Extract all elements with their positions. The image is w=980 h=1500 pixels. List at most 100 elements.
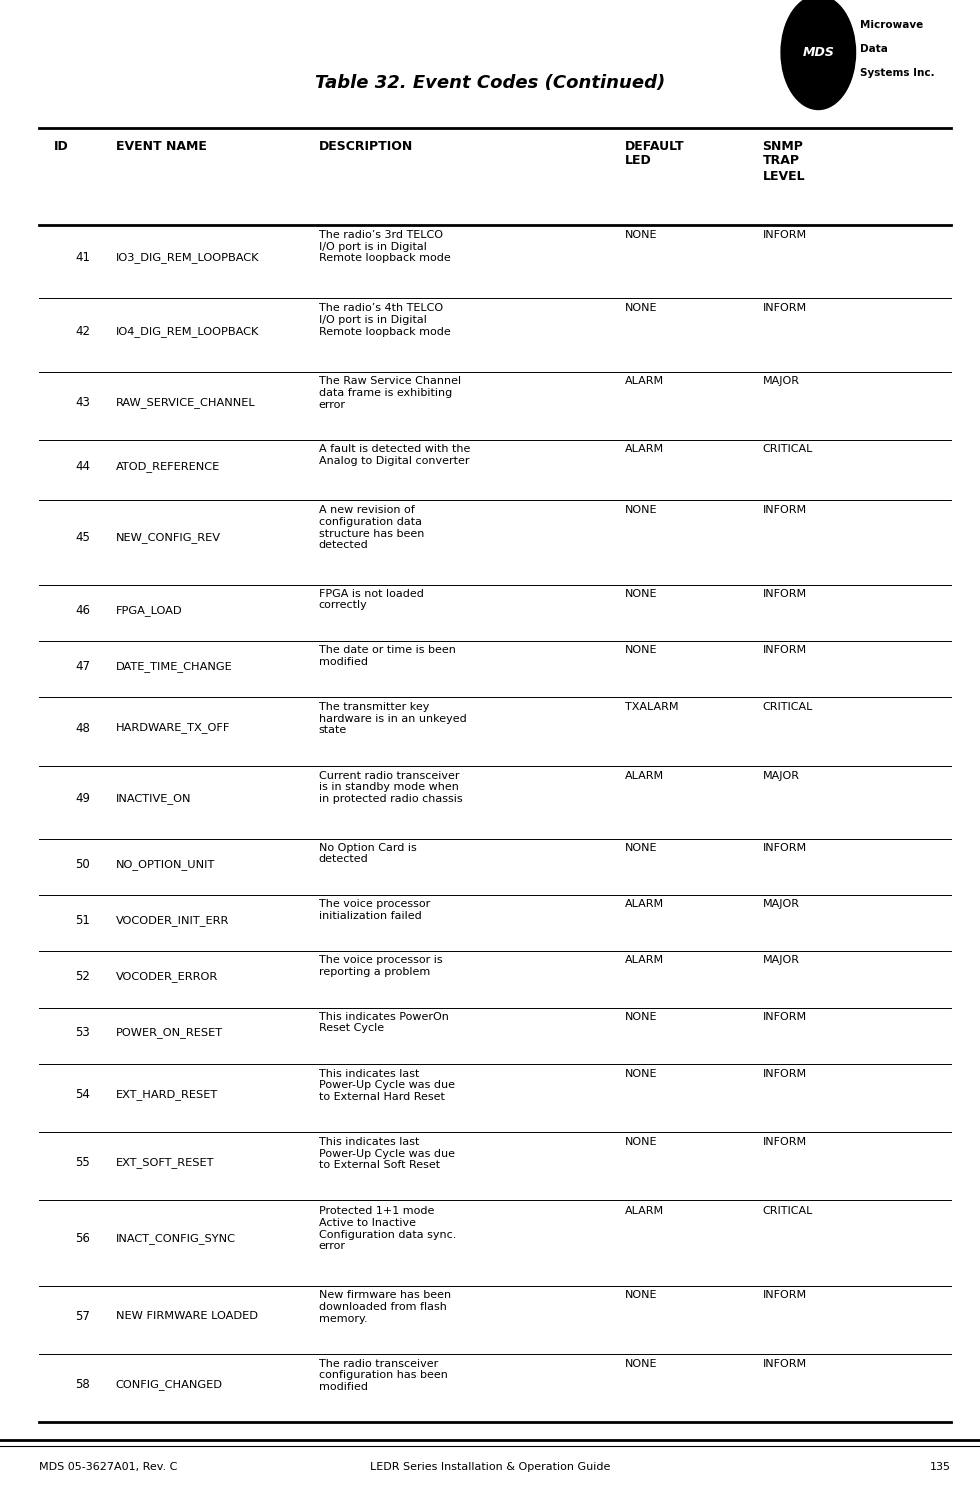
- Text: The Raw Service Channel
data frame is exhibiting
error: The Raw Service Channel data frame is ex…: [318, 376, 461, 410]
- Text: 51: 51: [75, 914, 90, 927]
- Text: 42: 42: [75, 326, 90, 338]
- Text: 43: 43: [75, 396, 90, 410]
- Text: No Option Card is
detected: No Option Card is detected: [318, 843, 416, 864]
- Text: IO4_DIG_REM_LOOPBACK: IO4_DIG_REM_LOOPBACK: [116, 326, 259, 338]
- Text: 50: 50: [75, 858, 90, 870]
- Text: INFORM: INFORM: [762, 1068, 807, 1078]
- Text: 57: 57: [75, 1310, 90, 1323]
- Text: Protected 1+1 mode
Active to Inactive
Configuration data sync.
error: Protected 1+1 mode Active to Inactive Co…: [318, 1206, 456, 1251]
- Text: INFORM: INFORM: [762, 843, 807, 854]
- Text: Data: Data: [860, 45, 888, 54]
- Text: IO3_DIG_REM_LOOPBACK: IO3_DIG_REM_LOOPBACK: [116, 252, 259, 264]
- Text: DESCRIPTION: DESCRIPTION: [318, 140, 413, 153]
- Text: INACT_CONFIG_SYNC: INACT_CONFIG_SYNC: [116, 1233, 235, 1244]
- Text: Current radio transceiver
is in standby mode when
in protected radio chassis: Current radio transceiver is in standby …: [318, 771, 463, 804]
- Text: A new revision of
configuration data
structure has been
detected: A new revision of configuration data str…: [318, 506, 424, 550]
- Text: NONE: NONE: [625, 1137, 658, 1148]
- Text: 54: 54: [75, 1088, 90, 1101]
- Text: ALARM: ALARM: [625, 956, 664, 966]
- Text: The voice processor is
reporting a problem: The voice processor is reporting a probl…: [318, 956, 442, 976]
- Text: 52: 52: [75, 970, 90, 982]
- Text: INFORM: INFORM: [762, 588, 807, 598]
- Text: INFORM: INFORM: [762, 1359, 807, 1368]
- Text: NONE: NONE: [625, 1290, 658, 1300]
- Text: EVENT NAME: EVENT NAME: [116, 140, 207, 153]
- Text: 49: 49: [75, 792, 90, 806]
- Text: MDS: MDS: [803, 46, 834, 58]
- Text: INFORM: INFORM: [762, 645, 807, 656]
- Text: NONE: NONE: [625, 645, 658, 656]
- Text: CRITICAL: CRITICAL: [762, 1206, 812, 1216]
- Text: 56: 56: [75, 1232, 90, 1245]
- Text: INFORM: INFORM: [762, 230, 807, 240]
- Text: ALARM: ALARM: [625, 898, 664, 909]
- Text: ALARM: ALARM: [625, 376, 664, 387]
- Text: 55: 55: [75, 1156, 90, 1170]
- Text: EXT_SOFT_RESET: EXT_SOFT_RESET: [116, 1158, 215, 1168]
- Text: 48: 48: [75, 722, 90, 735]
- Text: MAJOR: MAJOR: [762, 376, 800, 387]
- Text: NONE: NONE: [625, 230, 658, 240]
- Text: 53: 53: [75, 1026, 90, 1039]
- Text: CRITICAL: CRITICAL: [762, 702, 812, 712]
- Text: The date or time is been
modified: The date or time is been modified: [318, 645, 456, 666]
- Text: The transmitter key
hardware is in an unkeyed
state: The transmitter key hardware is in an un…: [318, 702, 466, 735]
- Text: SNMP
TRAP
LEVEL: SNMP TRAP LEVEL: [762, 140, 805, 183]
- Text: EXT_HARD_RESET: EXT_HARD_RESET: [116, 1089, 218, 1100]
- Text: Systems Inc.: Systems Inc.: [860, 69, 935, 78]
- Text: This indicates last
Power-Up Cycle was due
to External Soft Reset: This indicates last Power-Up Cycle was d…: [318, 1137, 455, 1170]
- Text: 47: 47: [75, 660, 90, 674]
- Text: MDS 05-3627A01, Rev. C: MDS 05-3627A01, Rev. C: [39, 1462, 177, 1472]
- Text: LEDR Series Installation & Operation Guide: LEDR Series Installation & Operation Gui…: [369, 1462, 611, 1472]
- Text: NONE: NONE: [625, 1068, 658, 1078]
- Text: NEW FIRMWARE LOADED: NEW FIRMWARE LOADED: [116, 1311, 258, 1322]
- Text: NO_OPTION_UNIT: NO_OPTION_UNIT: [116, 858, 215, 870]
- Text: This indicates PowerOn
Reset Cycle: This indicates PowerOn Reset Cycle: [318, 1011, 449, 1034]
- Text: 46: 46: [75, 603, 90, 616]
- Text: ALARM: ALARM: [625, 771, 664, 780]
- Text: NEW_CONFIG_REV: NEW_CONFIG_REV: [116, 532, 220, 543]
- Text: A fault is detected with the
Analog to Digital converter: A fault is detected with the Analog to D…: [318, 444, 469, 465]
- Text: 135: 135: [930, 1462, 951, 1472]
- Text: FPGA is not loaded
correctly: FPGA is not loaded correctly: [318, 588, 423, 610]
- Text: 44: 44: [75, 460, 90, 472]
- Text: FPGA_LOAD: FPGA_LOAD: [116, 604, 182, 615]
- Text: INFORM: INFORM: [762, 506, 807, 516]
- Text: 45: 45: [75, 531, 90, 544]
- Circle shape: [781, 0, 856, 110]
- Text: 58: 58: [75, 1378, 90, 1390]
- Text: The radio transceiver
configuration has been
modified: The radio transceiver configuration has …: [318, 1359, 448, 1392]
- Text: This indicates last
Power-Up Cycle was due
to External Hard Reset: This indicates last Power-Up Cycle was d…: [318, 1068, 455, 1102]
- Text: NONE: NONE: [625, 588, 658, 598]
- Text: MAJOR: MAJOR: [762, 898, 800, 909]
- Text: TXALARM: TXALARM: [625, 702, 679, 712]
- Text: RAW_SERVICE_CHANNEL: RAW_SERVICE_CHANNEL: [116, 398, 255, 408]
- Text: INFORM: INFORM: [762, 1011, 807, 1022]
- Text: The voice processor
initialization failed: The voice processor initialization faile…: [318, 898, 430, 921]
- Text: MAJOR: MAJOR: [762, 956, 800, 966]
- Text: NONE: NONE: [625, 1011, 658, 1022]
- Text: DATE_TIME_CHANGE: DATE_TIME_CHANGE: [116, 662, 232, 672]
- Text: ATOD_REFERENCE: ATOD_REFERENCE: [116, 460, 220, 472]
- Text: CONFIG_CHANGED: CONFIG_CHANGED: [116, 1378, 222, 1390]
- Text: NONE: NONE: [625, 303, 658, 313]
- Text: ID: ID: [54, 140, 69, 153]
- Text: INFORM: INFORM: [762, 303, 807, 313]
- Text: POWER_ON_RESET: POWER_ON_RESET: [116, 1028, 222, 1038]
- Text: INFORM: INFORM: [762, 1137, 807, 1148]
- Text: ALARM: ALARM: [625, 1206, 664, 1216]
- Text: INACTIVE_ON: INACTIVE_ON: [116, 794, 191, 804]
- Text: The radio’s 4th TELCO
I/O port is in Digital
Remote loopback mode: The radio’s 4th TELCO I/O port is in Dig…: [318, 303, 450, 336]
- Text: DEFAULT
LED: DEFAULT LED: [625, 140, 685, 168]
- Text: New firmware has been
downloaded from flash
memory.: New firmware has been downloaded from fl…: [318, 1290, 451, 1323]
- Text: ALARM: ALARM: [625, 444, 664, 454]
- Text: Table 32. Event Codes (Continued): Table 32. Event Codes (Continued): [315, 74, 665, 92]
- Text: 41: 41: [75, 252, 90, 264]
- Text: NONE: NONE: [625, 843, 658, 854]
- Text: VOCODER_INIT_ERR: VOCODER_INIT_ERR: [116, 915, 229, 926]
- Text: The radio’s 3rd TELCO
I/O port is in Digital
Remote loopback mode: The radio’s 3rd TELCO I/O port is in Dig…: [318, 230, 450, 264]
- Text: CRITICAL: CRITICAL: [762, 444, 812, 454]
- Text: HARDWARE_TX_OFF: HARDWARE_TX_OFF: [116, 723, 230, 734]
- Text: Microwave: Microwave: [860, 21, 924, 30]
- Text: VOCODER_ERROR: VOCODER_ERROR: [116, 972, 218, 982]
